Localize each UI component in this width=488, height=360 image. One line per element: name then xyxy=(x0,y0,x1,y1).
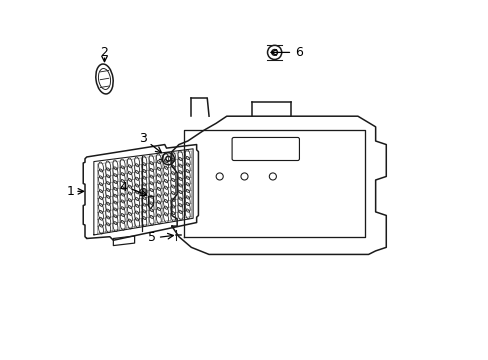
Text: 4: 4 xyxy=(119,181,127,194)
Text: 2: 2 xyxy=(101,46,108,59)
Text: 5: 5 xyxy=(147,231,155,244)
Text: 1: 1 xyxy=(67,185,75,198)
Text: 6: 6 xyxy=(295,46,303,59)
Text: 3: 3 xyxy=(139,132,147,145)
